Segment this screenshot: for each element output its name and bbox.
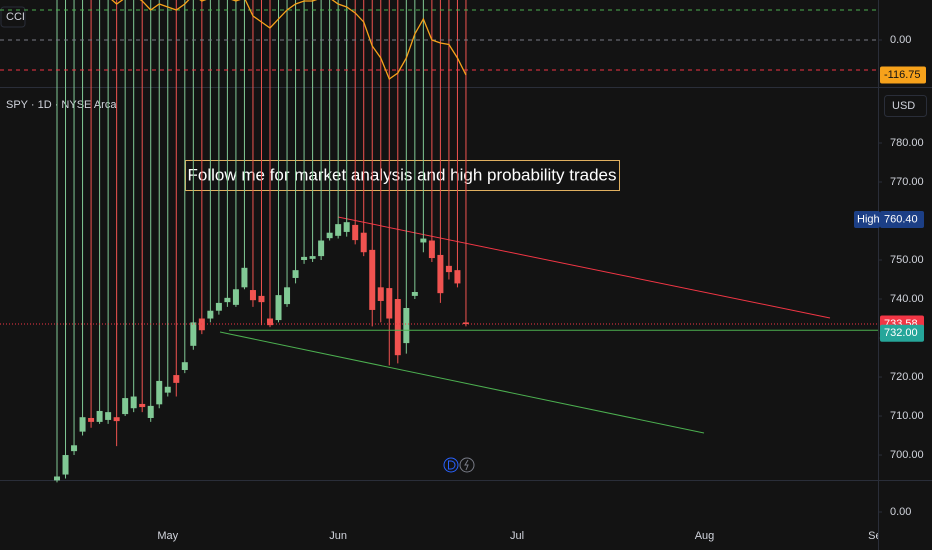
candle-body (113, 417, 120, 422)
candle-body (437, 254, 444, 294)
candle-body (156, 380, 163, 405)
candle-body (420, 238, 427, 243)
candle-body (139, 403, 146, 408)
y-tick-label: 720.00 (890, 371, 924, 383)
indicator-tag-bg (880, 66, 926, 84)
candle-body (79, 417, 86, 432)
dividend-glyph (448, 460, 456, 470)
event-glyph (464, 459, 469, 471)
candle-body (71, 445, 78, 452)
x-tick-label: Aug (695, 530, 715, 542)
candle-body (190, 322, 197, 346)
candle-body (360, 232, 367, 253)
y-tick-label: 770.00 (890, 176, 924, 188)
candle-body (54, 476, 60, 481)
indicator-pane (0, 0, 878, 80)
candle-body (241, 267, 248, 288)
candle-body (326, 232, 333, 239)
y-tick-label: 0.00 (890, 506, 911, 518)
y-tick-label: 700.00 (890, 449, 924, 461)
level-tag-bg (880, 324, 924, 342)
candle-body (428, 240, 435, 259)
candle-body (309, 256, 316, 259)
candle-body (96, 410, 103, 422)
candle-body (130, 396, 137, 409)
candle-body (411, 291, 418, 296)
candle-body (258, 295, 265, 303)
x-tick-label: Jul (510, 530, 524, 542)
x-tick-label: Se (868, 530, 881, 542)
indicator-tag: -116.75 (884, 69, 921, 81)
candle-body (462, 322, 469, 325)
y-tick-label: 710.00 (890, 410, 924, 422)
x-tick-label: May (157, 530, 178, 542)
x-tick-label: Jun (329, 530, 347, 542)
candle-body (267, 318, 273, 326)
candle-body (343, 222, 350, 232)
high-tag: 760.40 (884, 213, 918, 225)
candle-body (403, 307, 410, 344)
candle-body (215, 302, 222, 311)
event-icon[interactable] (459, 457, 475, 473)
candle-body (335, 224, 342, 236)
indicator-box[interactable] (0, 6, 26, 28)
currency-box[interactable] (884, 95, 927, 117)
y-tick-label: 780.00 (890, 137, 924, 149)
annotation-box (185, 160, 620, 191)
candle-body (232, 289, 239, 305)
annotation: Follow me for market analysis and high p… (188, 165, 617, 184)
y-tick-label: 0.00 (890, 34, 911, 46)
candle-body (275, 295, 282, 321)
candle-body (62, 455, 69, 475)
high-tag-bg (854, 210, 880, 228)
candle-body (394, 299, 401, 356)
dividend-icon[interactable] (443, 457, 459, 473)
candle-body (292, 270, 299, 278)
x-axis: May Jun Jul Aug Se (157, 530, 881, 542)
level-tag: 732.00 (884, 327, 918, 339)
indicator-title: CCI (6, 11, 25, 23)
candle-body (318, 240, 325, 257)
trendline-resistance (337, 216, 831, 319)
candle-body (352, 224, 359, 241)
y-tick-label: 740.00 (890, 293, 924, 305)
candle-body (224, 297, 231, 303)
candle-body (249, 290, 256, 301)
high-tag-name: High (857, 213, 880, 225)
candle-body (88, 417, 95, 422)
y-tick-label: 750.00 (890, 254, 924, 266)
candle-body (369, 249, 376, 310)
candle-body (164, 386, 171, 393)
indicator-line (111, 0, 467, 80)
candle-body (445, 265, 452, 273)
trendline-support (219, 331, 705, 434)
candle-body (147, 405, 154, 418)
candle-body (284, 287, 291, 305)
candle-body (377, 287, 384, 301)
candle-body (454, 270, 461, 284)
candle-body (181, 362, 188, 371)
currency: USD (892, 100, 915, 112)
candle-body (122, 398, 129, 415)
symbol-header: SPY · 1D · NYSE Arca (6, 99, 117, 111)
candle-body (105, 412, 112, 420)
candle-body (386, 288, 393, 319)
candle-body (301, 256, 308, 261)
candle-body (173, 375, 180, 383)
candle-body (207, 310, 214, 319)
high-tag-bg (880, 210, 924, 228)
